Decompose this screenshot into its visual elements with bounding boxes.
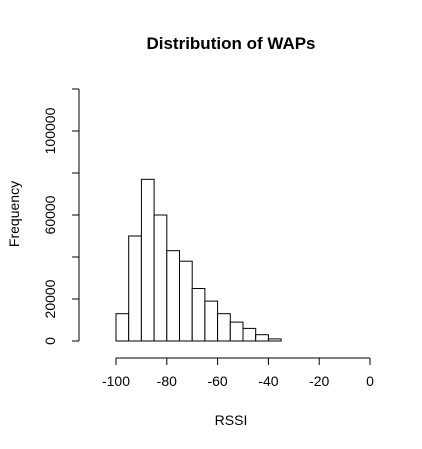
histogram-bar-2 [128, 235, 142, 342]
y-tick-label: 20000 [42, 279, 58, 318]
x-axis: -100 -80 -60 -40 -20 0 [102, 357, 374, 389]
histogram-bar-10 [229, 321, 244, 342]
histogram-bar-3 [140, 178, 155, 342]
histogram-bar-7 [191, 288, 206, 342]
histogram-bar-11 [242, 327, 257, 342]
histogram-bar-9 [217, 313, 231, 342]
y-tick-label: 100000 [42, 107, 58, 154]
y-tick-label: 0 [42, 337, 58, 345]
x-tick-label: -60 [207, 373, 227, 389]
x-tick-label: -100 [102, 373, 130, 389]
x-tick-label: -20 [309, 373, 329, 389]
histogram-bar-4 [153, 214, 168, 342]
histogram-bar-13 [267, 338, 282, 342]
histogram-bar-12 [255, 334, 269, 342]
chart-title: Distribution of WAPs [146, 34, 315, 53]
y-axis: 0 20000 60000 100000 [42, 88, 80, 345]
bars-group [115, 178, 282, 342]
y-axis-label: Frequency [6, 181, 22, 247]
x-tick-label: -40 [258, 373, 278, 389]
histogram-bar-5 [166, 250, 181, 342]
histogram-bar-8 [204, 300, 219, 342]
x-tick-label: -80 [157, 373, 177, 389]
histogram-bar-1 [115, 313, 130, 342]
x-tick-label: 0 [366, 373, 374, 389]
y-tick-label: 60000 [42, 195, 58, 234]
histogram-bar-6 [179, 260, 193, 342]
x-axis-label: RSSI [215, 412, 248, 428]
